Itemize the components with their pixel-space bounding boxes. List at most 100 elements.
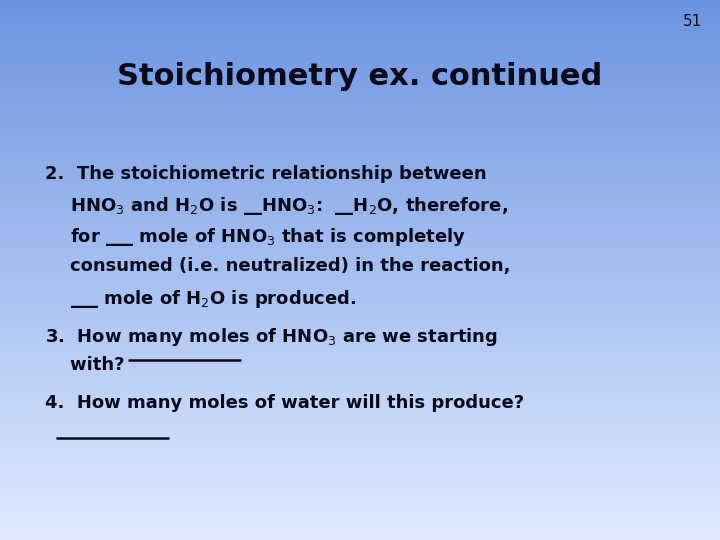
Bar xyxy=(0,481,720,482)
Bar xyxy=(0,164,720,166)
Bar xyxy=(0,279,720,281)
Bar xyxy=(0,47,720,49)
Bar xyxy=(0,387,720,389)
Bar xyxy=(0,466,720,468)
Bar xyxy=(0,531,720,533)
Bar xyxy=(0,32,720,34)
Bar xyxy=(0,459,720,461)
Text: consumed (i.e. neutralized) in the reaction,: consumed (i.e. neutralized) in the react… xyxy=(45,257,510,275)
Bar xyxy=(0,5,720,7)
Bar xyxy=(0,362,720,363)
Bar xyxy=(0,86,720,88)
Bar xyxy=(0,12,720,15)
Bar xyxy=(0,187,720,189)
Bar xyxy=(0,99,720,101)
Text: ___ mole of H$_{2}$O is produced.: ___ mole of H$_{2}$O is produced. xyxy=(45,288,356,310)
Bar xyxy=(0,207,720,209)
Bar xyxy=(0,382,720,383)
Bar xyxy=(0,455,720,457)
Bar xyxy=(0,133,720,135)
Bar xyxy=(0,255,720,258)
Bar xyxy=(0,18,720,20)
Bar xyxy=(0,155,720,157)
Bar xyxy=(0,90,720,92)
Bar xyxy=(0,317,720,319)
Bar xyxy=(0,140,720,142)
Bar xyxy=(0,245,720,247)
Text: Stoichiometry ex. continued: Stoichiometry ex. continued xyxy=(117,62,603,91)
Bar xyxy=(0,236,720,238)
Bar xyxy=(0,15,720,16)
Bar xyxy=(0,228,720,231)
Bar xyxy=(0,131,720,133)
Bar xyxy=(0,302,720,304)
Bar xyxy=(0,265,720,266)
Bar xyxy=(0,200,720,201)
Bar xyxy=(0,396,720,398)
Bar xyxy=(0,461,720,463)
Bar xyxy=(0,421,720,423)
Bar xyxy=(0,167,720,169)
Bar xyxy=(0,407,720,409)
Bar xyxy=(0,243,720,245)
Bar xyxy=(0,211,720,212)
Bar xyxy=(0,23,720,25)
Bar xyxy=(0,468,720,470)
Bar xyxy=(0,63,720,65)
Bar xyxy=(0,416,720,417)
Bar xyxy=(0,374,720,376)
Bar xyxy=(0,282,720,285)
Bar xyxy=(0,254,720,255)
Bar xyxy=(0,119,720,120)
Bar xyxy=(0,286,720,288)
Bar xyxy=(0,259,720,261)
Bar xyxy=(0,538,720,540)
Bar xyxy=(0,231,720,232)
Bar xyxy=(0,66,720,69)
Bar xyxy=(0,177,720,178)
Bar xyxy=(0,189,720,191)
Bar xyxy=(0,275,720,277)
Bar xyxy=(0,452,720,454)
Bar xyxy=(0,212,720,214)
Bar xyxy=(0,115,720,117)
Bar xyxy=(0,198,720,200)
Bar xyxy=(0,272,720,274)
Bar xyxy=(0,4,720,5)
Bar xyxy=(0,36,720,38)
Bar xyxy=(0,191,720,193)
Bar xyxy=(0,347,720,349)
Bar xyxy=(0,309,720,312)
Bar xyxy=(0,356,720,358)
Bar xyxy=(0,484,720,486)
Bar xyxy=(0,405,720,407)
Bar xyxy=(0,447,720,448)
Bar xyxy=(0,536,720,538)
Bar xyxy=(0,502,720,504)
Bar xyxy=(0,171,720,173)
Bar xyxy=(0,339,720,340)
Bar xyxy=(0,142,720,144)
Bar xyxy=(0,252,720,254)
Bar xyxy=(0,65,720,66)
Bar xyxy=(0,482,720,484)
Bar xyxy=(0,29,720,31)
Bar xyxy=(0,471,720,474)
Bar xyxy=(0,27,720,29)
Bar xyxy=(0,385,720,387)
Bar xyxy=(0,85,720,86)
Bar xyxy=(0,70,720,72)
Bar xyxy=(0,238,720,239)
Bar xyxy=(0,49,720,50)
Bar xyxy=(0,434,720,436)
Bar xyxy=(0,430,720,432)
Bar xyxy=(0,394,720,396)
Bar xyxy=(0,425,720,427)
Bar xyxy=(0,169,720,171)
Bar xyxy=(0,113,720,115)
Bar xyxy=(0,333,720,335)
Bar xyxy=(0,285,720,286)
Bar xyxy=(0,329,720,331)
Bar xyxy=(0,304,720,306)
Bar xyxy=(0,439,720,441)
